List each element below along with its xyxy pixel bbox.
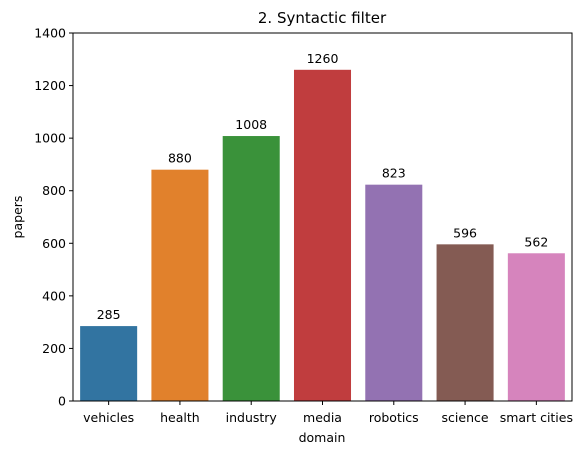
y-tick-label: 1400 [34,26,66,41]
y-tick-label: 200 [42,341,66,356]
x-tick-label: vehicles [83,410,134,425]
y-tick-label: 1000 [34,131,66,146]
data-label-science: 596 [453,225,477,240]
bar-smart-cities [508,253,565,401]
x-tick-label: science [442,410,489,425]
y-tick-label: 400 [42,288,66,303]
y-tick-label: 800 [42,183,66,198]
x-tick-label: industry [226,410,278,425]
data-label-vehicles: 285 [97,307,121,322]
data-label-robotics: 823 [382,166,406,181]
y-tick-label: 600 [42,236,66,251]
data-label-smart-cities: 562 [524,234,548,249]
bar-industry [223,136,280,401]
x-tick-label: robotics [369,410,419,425]
x-axis: vehicles health industry media robotics scien… [83,401,573,425]
y-tick-label: 0 [58,394,66,409]
y-tick-label: 1200 [34,78,66,93]
y-axis-label: papers [10,196,25,239]
chart-title: 2. Syntactic filter [258,9,387,27]
data-label-media: 1260 [307,51,339,66]
bar-science [437,244,494,401]
x-tick-label: health [160,410,200,425]
bar-robotics [365,185,422,401]
x-axis-label: domain [299,430,346,445]
x-tick-label: smart cities [500,410,573,425]
y-axis: 0 200 400 600 800 1000 1200 1400 [34,26,73,409]
bars-layer [80,70,565,401]
data-label-industry: 1008 [235,117,267,132]
bar-media [294,70,351,401]
x-tick-label: media [303,410,342,425]
bar-health [151,170,208,401]
bar-vehicles [80,326,137,401]
data-label-health: 880 [168,151,192,166]
